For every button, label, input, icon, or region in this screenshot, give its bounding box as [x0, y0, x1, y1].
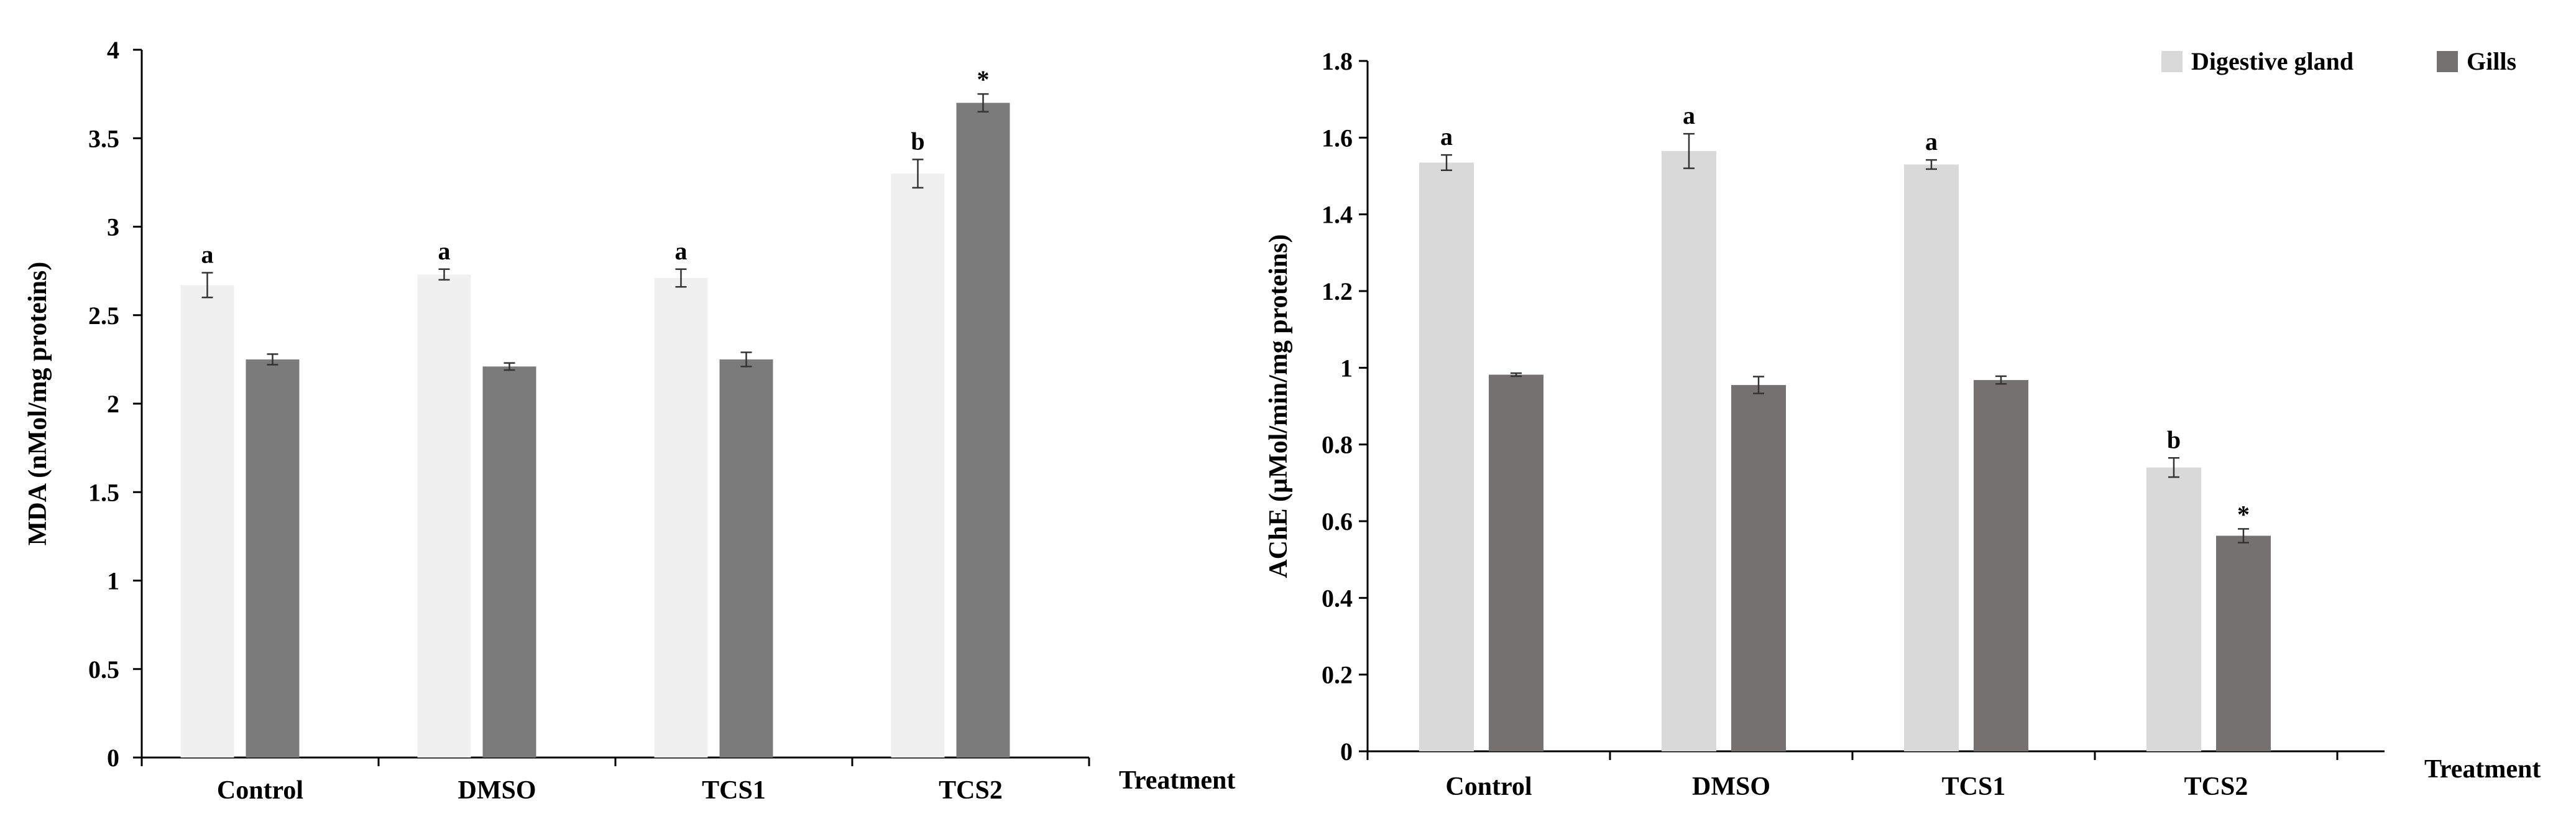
- significance-label: *: [2237, 500, 2250, 528]
- bar-gills-control: [1489, 374, 1543, 751]
- significance-label: a: [1683, 101, 1695, 129]
- bar-gills-tcs1: [719, 359, 773, 758]
- bar-digestive-gland-tcs1: [654, 278, 708, 758]
- x-axis-title: Treatment: [2424, 755, 2541, 784]
- legend-label: Digestive gland: [2191, 47, 2353, 75]
- bar-gills-dmso: [1731, 385, 1786, 751]
- legend-swatch: [2437, 51, 2458, 72]
- significance-label: a: [438, 237, 451, 265]
- y-tick-label: 1.6: [1322, 124, 1353, 152]
- y-tick-label: 4: [107, 36, 119, 64]
- category-label: TCS2: [939, 776, 1003, 805]
- y-tick-label: 0.8: [1322, 431, 1353, 459]
- category-label: Control: [1445, 772, 1532, 801]
- chart-ache: 0 0.2 0.4 0.6 0.8 1 1.2 1.4 1.6 1.8 a Control a DMSO a…: [1264, 47, 2541, 801]
- bar-digestive-gland-tcs1: [1904, 164, 1959, 751]
- y-tick-label: 0: [1340, 738, 1353, 766]
- bar-gills-tcs2: [956, 103, 1010, 758]
- bar-digestive-gland-control: [1419, 162, 1474, 752]
- y-tick-label: 1: [107, 567, 119, 595]
- y-tick-label: 1.4: [1322, 201, 1353, 229]
- y-tick-label: 3.5: [88, 124, 119, 152]
- category-label: DMSO: [1692, 772, 1770, 801]
- bar-digestive-gland-tcs2: [2146, 467, 2201, 751]
- y-tick-label: 1.8: [1322, 47, 1353, 75]
- legend-label: Gills: [2467, 47, 2516, 75]
- bar-gills-control: [246, 359, 300, 758]
- y-tick-label: 1.2: [1322, 277, 1353, 305]
- category-label: DMSO: [458, 776, 536, 805]
- y-axis-title: MDA (nMol/mg proteins): [24, 262, 52, 546]
- y-tick-label: 0.2: [1322, 661, 1353, 689]
- y-tick-label: 0: [107, 744, 119, 772]
- y-tick-label: 0.4: [1322, 584, 1353, 612]
- bar-gills-tcs2: [2216, 535, 2271, 751]
- category-label: TCS2: [2184, 772, 2248, 801]
- y-tick-label: 0.5: [88, 656, 119, 684]
- y-tick-label: 1.5: [88, 478, 119, 506]
- category-label: Control: [217, 776, 303, 805]
- significance-label: *: [977, 65, 990, 93]
- category-label: TCS1: [1942, 772, 2006, 801]
- bar-gills-tcs1: [1974, 380, 2028, 751]
- bar-digestive-gland-tcs2: [891, 174, 945, 758]
- significance-label: a: [201, 240, 214, 268]
- chart-mda: 0 0.5 1 1.5 2 2.5 3 3.5 4 a Control a DMSO a TCS1 b * TCS…: [24, 36, 1235, 805]
- bar-gills-dmso: [482, 366, 536, 758]
- significance-label: a: [1925, 127, 1938, 155]
- y-tick-label: 3: [107, 213, 119, 241]
- y-tick-label: 0.6: [1322, 508, 1353, 535]
- significance-label: a: [1440, 123, 1453, 151]
- y-axis-title: AChE (µMol/min/mg proteins): [1264, 234, 1293, 578]
- y-tick-label: 2: [107, 390, 119, 418]
- bar-digestive-gland-dmso: [1662, 151, 1716, 751]
- y-tick-label: 1: [1340, 354, 1353, 382]
- bar-digestive-gland-dmso: [417, 274, 471, 758]
- significance-label: b: [911, 127, 924, 155]
- significance-label: a: [675, 237, 688, 265]
- bar-digestive-gland-control: [180, 285, 234, 758]
- y-tick-label: 2.5: [88, 302, 119, 330]
- significance-label: b: [2167, 425, 2181, 453]
- legend-swatch: [2161, 51, 2183, 72]
- x-axis-title: Treatment: [1119, 766, 1235, 795]
- category-label: TCS1: [702, 776, 766, 805]
